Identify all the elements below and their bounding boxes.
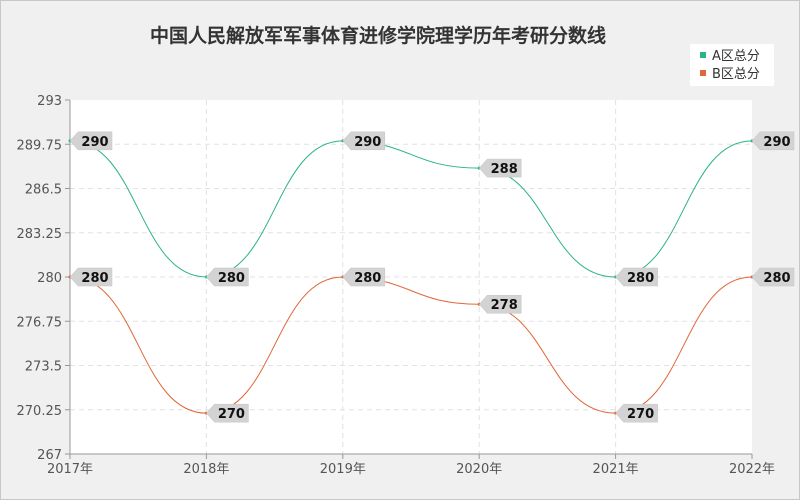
data-label: 280 bbox=[354, 271, 381, 286]
data-label-bg bbox=[206, 403, 249, 423]
data-label-bg bbox=[478, 158, 522, 178]
y-tick-label: 286.5 bbox=[25, 183, 62, 198]
x-tick-label: 2021年 bbox=[593, 462, 639, 477]
data-labels: 290 280 290 288 280 290 280 270 280 278 270 280 bbox=[69, 131, 795, 423]
x-tick-label: 2017年 bbox=[47, 462, 93, 477]
data-label: 280 bbox=[627, 271, 654, 286]
y-tick-label: 270.25 bbox=[17, 404, 63, 419]
y-tick-label: 273.5 bbox=[25, 360, 62, 375]
data-label: 288 bbox=[491, 162, 518, 177]
legend-label: A区总分 bbox=[712, 49, 760, 64]
data-label: 270 bbox=[218, 407, 245, 422]
data-label-bg bbox=[751, 131, 795, 151]
series-line-1 bbox=[69, 140, 753, 278]
data-label-bg bbox=[478, 294, 522, 314]
data-label: 290 bbox=[763, 135, 790, 150]
data-label-bg bbox=[69, 131, 113, 151]
chart-title: 中国人民解放军军事体育进修学院理学历年考研分数线 bbox=[150, 24, 606, 47]
y-tick-label: 289.75 bbox=[17, 138, 63, 153]
data-label: 280 bbox=[763, 271, 790, 286]
data-label: 278 bbox=[491, 298, 518, 313]
y-tick-label: 283.25 bbox=[17, 227, 63, 242]
x-tick-label: 2018年 bbox=[183, 462, 229, 477]
data-label-bg bbox=[615, 267, 658, 287]
legend-swatch bbox=[700, 70, 706, 76]
data-label: 270 bbox=[627, 407, 654, 422]
data-label-bg bbox=[751, 267, 795, 287]
y-axis-ticks: 293 289.75 286.5 283.25 280 276.75 273.5 270.25… bbox=[17, 94, 70, 463]
x-tick-label: 2019年 bbox=[320, 462, 366, 477]
data-label-bg bbox=[69, 267, 113, 287]
x-axis-ticks: 2017年 2018年 2019年 2020年 2021年 2022年 bbox=[47, 454, 775, 477]
data-label-bg bbox=[342, 267, 386, 287]
data-label-bg bbox=[206, 267, 249, 287]
data-label: 290 bbox=[354, 135, 381, 150]
y-tick-label: 280 bbox=[37, 271, 62, 286]
data-label: 280 bbox=[81, 271, 108, 286]
legend-label: B区总分 bbox=[712, 67, 760, 82]
series-line-2 bbox=[69, 276, 753, 414]
data-label: 280 bbox=[218, 271, 245, 286]
legend-box bbox=[690, 44, 774, 86]
y-tick-label: 267 bbox=[37, 448, 62, 463]
legend-swatch bbox=[700, 52, 706, 58]
x-tick-label: 2020年 bbox=[456, 462, 502, 477]
y-tick-label: 276.75 bbox=[17, 315, 63, 330]
data-label-bg bbox=[342, 131, 386, 151]
x-tick-label: 2022年 bbox=[729, 462, 775, 477]
y-tick-label: 293 bbox=[37, 94, 62, 109]
data-label-bg bbox=[615, 403, 658, 423]
data-label: 290 bbox=[81, 135, 108, 150]
legend: A区总分 B区总分 bbox=[700, 49, 760, 82]
